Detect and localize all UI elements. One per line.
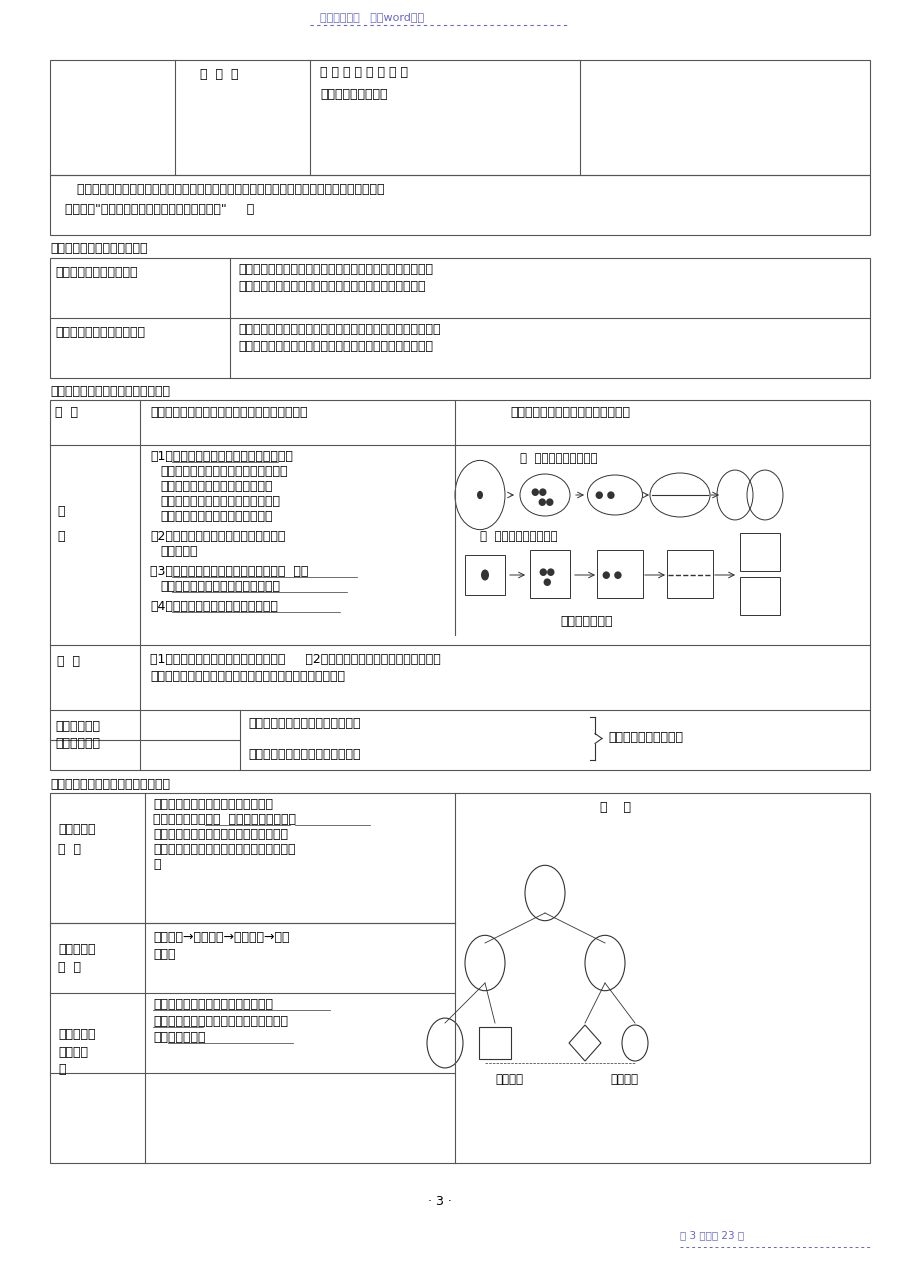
Text: 在自然界中，除病毒外（无细胞结构的生物），一切生物体（包括人体）都是由细胞构成的，: 在自然界中，除病毒外（无细胞结构的生物），一切生物体（包括人体）都是由细胞构成的… <box>65 183 384 196</box>
Text: 图    示: 图 示 <box>599 801 630 814</box>
Text: · 3 ·: · 3 · <box>427 1195 451 1208</box>
Bar <box>479 1027 510 1059</box>
Bar <box>529 550 570 598</box>
Text: 功能上的变化；: 功能上的变化； <box>153 1031 205 1043</box>
Text: 分裂前，细胞核中的染色体进行了自我: 分裂前，细胞核中的染色体进行了自我 <box>160 465 288 478</box>
Circle shape <box>481 569 489 581</box>
Text: 原先细胞核中染色体固有的数目】: 原先细胞核中染色体固有的数目】 <box>160 510 272 524</box>
Text: 结果使生物体由小变大: 结果使生物体由小变大 <box>607 730 682 744</box>
Text: 吸取的光能转变成化学能，储存在它所制造的有机物中；: 吸取的光能转变成化学能，储存在它所制造的有机物中； <box>238 280 425 293</box>
Text: （1）细胞核平分为二；【动、植物细胞在: （1）细胞核平分为二；【动、植物细胞在 <box>150 450 292 462</box>
Text: 分裂的区: 分裂的区 <box>58 1046 88 1059</box>
Bar <box>50 400 869 769</box>
Circle shape <box>476 490 482 499</box>
Text: 细胞分裂的特点是：遗传物质平均安排到两个子细胞中去；: 细胞分裂的特点是：遗传物质平均安排到两个子细胞中去； <box>150 670 345 683</box>
Text: 进行光合作用，将无机物合成有机物并产生氧气，同时，将: 进行光合作用，将无机物合成有机物并产生氧气，同时，将 <box>238 262 433 276</box>
Text: 细胞分化：就是细胞在形状、结构和生理: 细胞分化：就是细胞在形状、结构和生理 <box>153 1015 288 1028</box>
Text: ●: ● <box>541 577 550 587</box>
Text: ● ●: ● ● <box>601 569 621 580</box>
Bar <box>50 175 869 234</box>
Text: 乙  植物细胞的分裂过程: 乙 植物细胞的分裂过程 <box>480 530 557 543</box>
Text: 绿体（光合作用的场所）: 绿体（光合作用的场所） <box>55 266 137 279</box>
Text: 别: 别 <box>58 1063 65 1077</box>
Text: 七、细胞分化与分裂的区分和联系：: 七、细胞分化与分裂的区分和联系： <box>50 778 170 791</box>
Text: ●●: ●● <box>538 567 554 577</box>
Text: 细胞分化与: 细胞分化与 <box>58 1028 96 1041</box>
Text: 细胞分化: 细胞分化 <box>609 1073 637 1085</box>
Text: 细胞分裂→细胞生长→细胞分化→形成: 细胞分裂→细胞生长→细胞分化→形成 <box>153 931 289 944</box>
Bar <box>596 550 642 598</box>
Text: 【细胞分裂时，细胞核变化最明显】: 【细胞分裂时，细胞核变化最明显】 <box>509 406 630 419</box>
Text: 四、细胞内的能量转换器：叶: 四、细胞内的能量转换器：叶 <box>50 242 147 255</box>
Text: 所以说："细胞是生物体结构和功能的基本单位"     ；: 所以说："细胞是生物体结构和功能的基本单位" ； <box>65 203 254 217</box>
Text: 概  念: 概 念 <box>58 843 81 856</box>
Text: ；: ； <box>153 857 160 871</box>
Text: 过  程: 过 程 <box>58 961 81 975</box>
Text: 将储存在有机物中的能量释放出来，供细胞生命活动利用；: 将储存在有机物中的能量释放出来，供细胞生命活动利用； <box>238 340 433 353</box>
Text: 细胞分裂示意图: 细胞分裂示意图 <box>560 615 612 628</box>
Text: 胞膜，植物细胞仍形成新的细胞壁；: 胞膜，植物细胞仍形成新的细胞壁； <box>160 580 279 592</box>
Bar <box>464 555 505 595</box>
Text: 受精卵在发育过程中，一些细胞各自: 受精卵在发育过程中，一些细胞各自 <box>153 798 273 812</box>
Text: 六、细胞分裂的概念、过程和意义：: 六、细胞分裂的概念、过程和意义： <box>50 385 170 397</box>
Bar <box>50 792 869 1163</box>
Text: 细胞分化的: 细胞分化的 <box>58 943 96 956</box>
Text: 具有了不同的功能，  它们在形状、结构上: 具有了不同的功能， 它们在形状、结构上 <box>153 813 296 826</box>
Text: 细胞分化的: 细胞分化的 <box>58 823 96 836</box>
Text: 第 3 页，共 23 页: 第 3 页，共 23 页 <box>679 1229 743 1240</box>
Bar <box>739 577 779 615</box>
Text: 也逐步发生了变化，这个过程叫做细胞分: 也逐步发生了变化，这个过程叫做细胞分 <box>153 828 288 841</box>
Text: 生物体由小变: 生物体由小变 <box>55 720 100 733</box>
Text: 细胞分裂：是细胞在数量上的增加；: 细胞分裂：是细胞在数量上的增加； <box>153 998 273 1012</box>
Bar <box>739 533 779 571</box>
Text: 程: 程 <box>57 530 64 543</box>
Text: 均安排到两个细胞核中去；即：复原: 均安排到两个细胞核中去；即：复原 <box>160 496 279 508</box>
Bar <box>666 550 712 598</box>
Text: 化；细胞分化的结果形成了各种不同的组织: 化；细胞分化的结果形成了各种不同的组织 <box>153 843 295 856</box>
Text: 甲  动物细胞的分裂过程: 甲 动物细胞的分裂过程 <box>519 452 596 465</box>
Text: 大的根本缘由: 大的根本缘由 <box>55 736 100 750</box>
Text: ●●: ●● <box>529 487 547 497</box>
Text: 过: 过 <box>57 505 64 519</box>
Text: 组织；: 组织； <box>153 948 176 961</box>
Text: 一个细胞分成两个细胞的过程，叫做细胞分裂；: 一个细胞分成两个细胞的过程，叫做细胞分裂； <box>150 406 307 419</box>
Text: 细胞分裂: 细胞分裂 <box>494 1073 522 1085</box>
Text: 线粒体（呼吸作用的场所）: 线粒体（呼吸作用的场所） <box>55 326 145 339</box>
Text: 动 物 细 胞 没 有 细 胞: 动 物 细 胞 没 有 细 胞 <box>320 66 407 79</box>
Text: 个细胞核；: 个细胞核； <box>160 545 198 558</box>
Text: ● ●: ● ● <box>595 490 615 499</box>
Text: 复制【加倍】，复制后的染色体平: 复制【加倍】，复制后的染色体平 <box>160 480 272 493</box>
Text: ●●: ●● <box>537 497 553 507</box>
Bar <box>50 60 869 175</box>
Text: 细胞的分裂：使细胞数目不断增多: 细胞的分裂：使细胞数目不断增多 <box>248 717 360 730</box>
Text: 壁、液泡和叶绿体；: 壁、液泡和叶绿体； <box>320 88 387 101</box>
Bar <box>50 259 869 378</box>
Text: 细胞里的有机物在线粒体中被氧化分解成为二氧化碳和水，并: 细胞里的有机物在线粒体中被氧化分解成为二氧化碳和水，并 <box>238 324 440 336</box>
Text: 意  义: 意 义 <box>57 655 80 668</box>
Text: 名师归纳总结   精品word资料: 名师归纳总结 精品word资料 <box>320 11 424 22</box>
Text: （1）有利于生物新个体的繁育、生长；     （2）更新生物体内衰老、死亡的细胞；: （1）有利于生物新个体的繁育、生长； （2）更新生物体内衰老、死亡的细胞； <box>150 654 440 666</box>
Text: （2）细胞质也平分为二，每分各含有一: （2）细胞质也平分为二，每分各含有一 <box>150 530 285 543</box>
Text: （4）一个细胞就分裂成了两个细胞。: （4）一个细胞就分裂成了两个细胞。 <box>150 600 278 613</box>
Text: 不  同  点: 不 同 点 <box>199 68 238 82</box>
Text: 细胞的生长：使细胞体积不断增大: 细胞的生长：使细胞体积不断增大 <box>248 748 360 761</box>
Text: 概  念: 概 念 <box>55 406 78 419</box>
Text: （3）动物细胞在原细胞中心形成新的细: （3）动物细胞在原细胞中心形成新的细 <box>150 564 308 578</box>
